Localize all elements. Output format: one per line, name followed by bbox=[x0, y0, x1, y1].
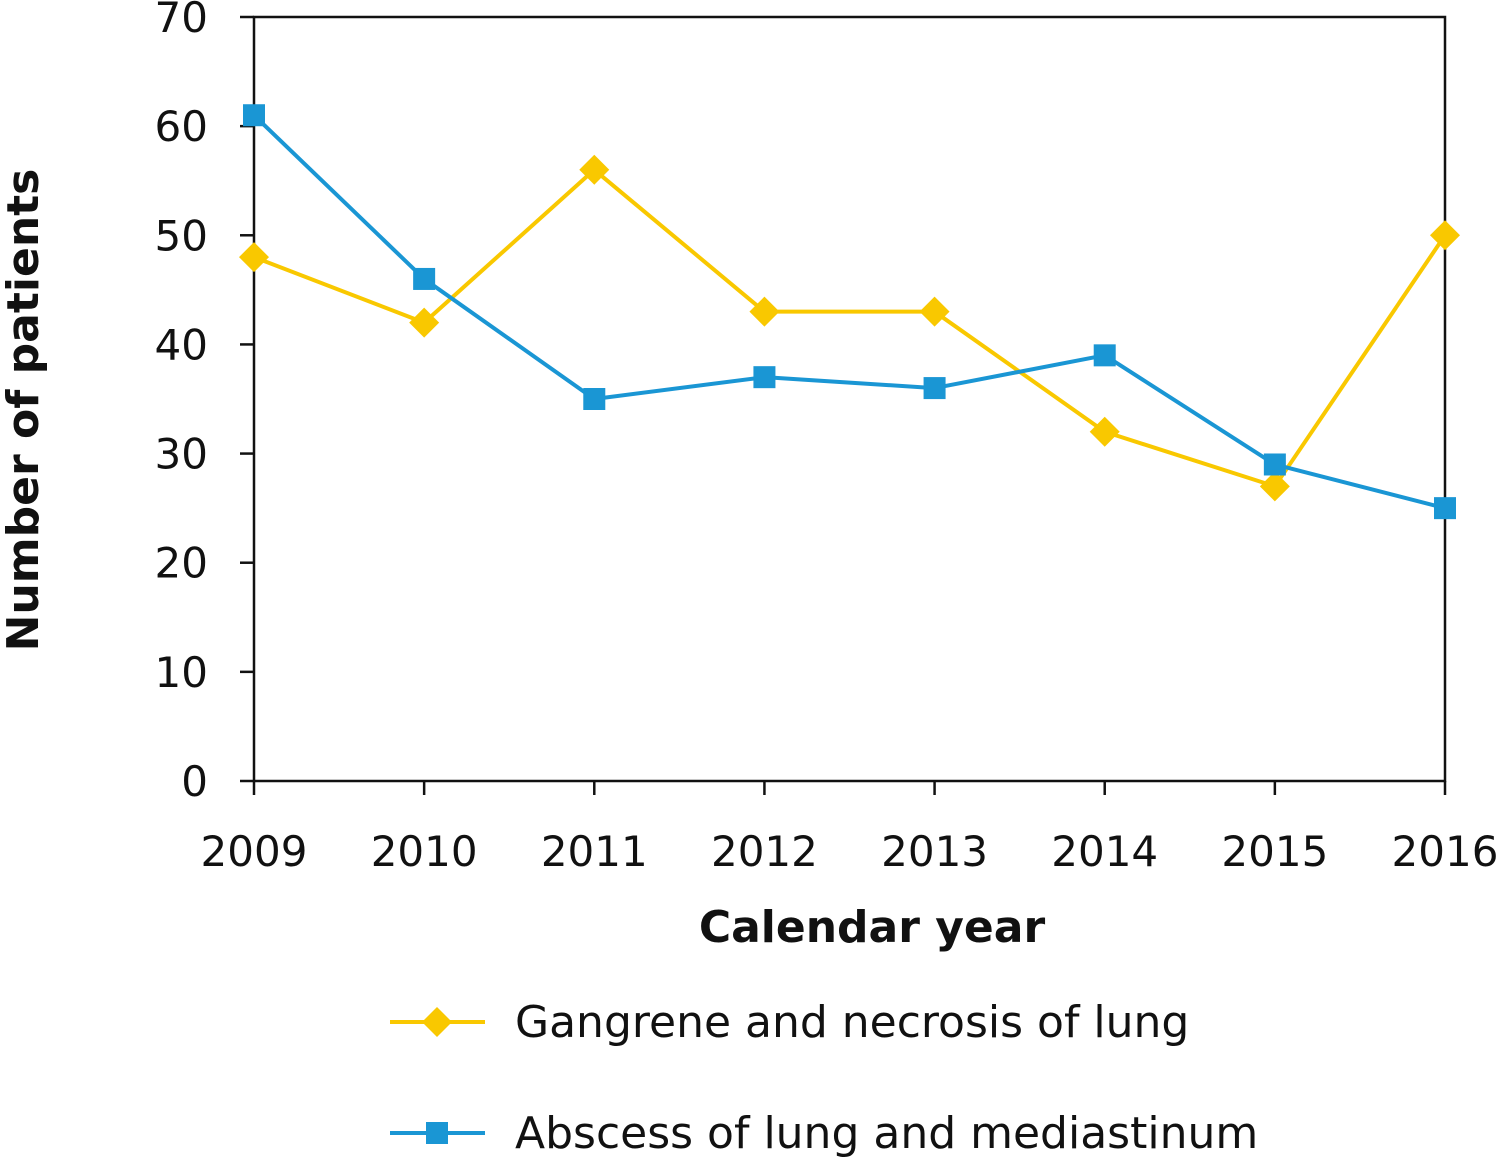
plot-border bbox=[252, 15, 1447, 783]
plot-frame bbox=[252, 15, 1447, 783]
legend-label: Gangrene and necrosis of lung bbox=[515, 997, 1189, 1048]
data-point bbox=[749, 296, 780, 327]
x-tick-label: 2014 bbox=[1051, 827, 1158, 876]
data-point bbox=[243, 104, 265, 127]
legend-item: Abscess of lung and mediastinum bbox=[390, 1108, 1258, 1159]
data-point bbox=[413, 267, 436, 290]
x-tick-label: 2016 bbox=[1392, 827, 1499, 876]
x-tick-label: 2009 bbox=[201, 827, 308, 876]
y-axis: 0 10 20 30 40 50 60 70 bbox=[155, 0, 254, 806]
legend-swatch-marker bbox=[422, 1007, 452, 1037]
y-tick-label: 0 bbox=[181, 757, 208, 806]
y-tick-label: 50 bbox=[155, 211, 208, 260]
data-point bbox=[583, 388, 606, 410]
x-tick-label: 2010 bbox=[371, 827, 478, 876]
x-tick-label: 2012 bbox=[711, 827, 818, 876]
y-tick-label: 60 bbox=[155, 102, 208, 151]
y-axis-title: Number of patients bbox=[0, 169, 49, 652]
y-tick-label: 40 bbox=[155, 320, 208, 369]
data-point bbox=[1434, 497, 1456, 520]
data-point bbox=[923, 377, 946, 400]
data-point bbox=[1089, 416, 1120, 447]
legend-swatch-marker bbox=[426, 1122, 448, 1144]
x-tick-label: 2015 bbox=[1221, 827, 1328, 876]
series-layer bbox=[239, 104, 1460, 520]
series-line bbox=[252, 113, 1446, 511]
data-point bbox=[579, 154, 610, 185]
data-point bbox=[1259, 471, 1290, 502]
legend: Gangrene and necrosis of lung Abscess of … bbox=[390, 997, 1258, 1159]
x-tick-label: 2013 bbox=[881, 827, 988, 876]
y-tick-label: 30 bbox=[155, 430, 208, 479]
data-point bbox=[919, 296, 950, 327]
data-point bbox=[1430, 220, 1460, 251]
y-tick-label: 20 bbox=[155, 539, 208, 588]
series-2 bbox=[243, 104, 1456, 520]
series-1 bbox=[239, 154, 1460, 502]
legend-item: Gangrene and necrosis of lung bbox=[390, 997, 1189, 1048]
legend-label: Abscess of lung and mediastinum bbox=[515, 1108, 1258, 1159]
data-point bbox=[1263, 453, 1286, 476]
x-axis-title: Calendar year bbox=[699, 902, 1046, 953]
data-point bbox=[1093, 344, 1116, 367]
data-point bbox=[239, 242, 269, 273]
y-tick-label: 70 bbox=[155, 0, 208, 42]
x-axis: 2009 2010 2011 2012 2013 2014 2015 2016 bbox=[201, 781, 1499, 876]
data-point bbox=[753, 366, 776, 389]
data-point bbox=[409, 307, 440, 338]
x-tick-label: 2011 bbox=[541, 827, 648, 876]
y-tick-label: 10 bbox=[155, 648, 208, 697]
